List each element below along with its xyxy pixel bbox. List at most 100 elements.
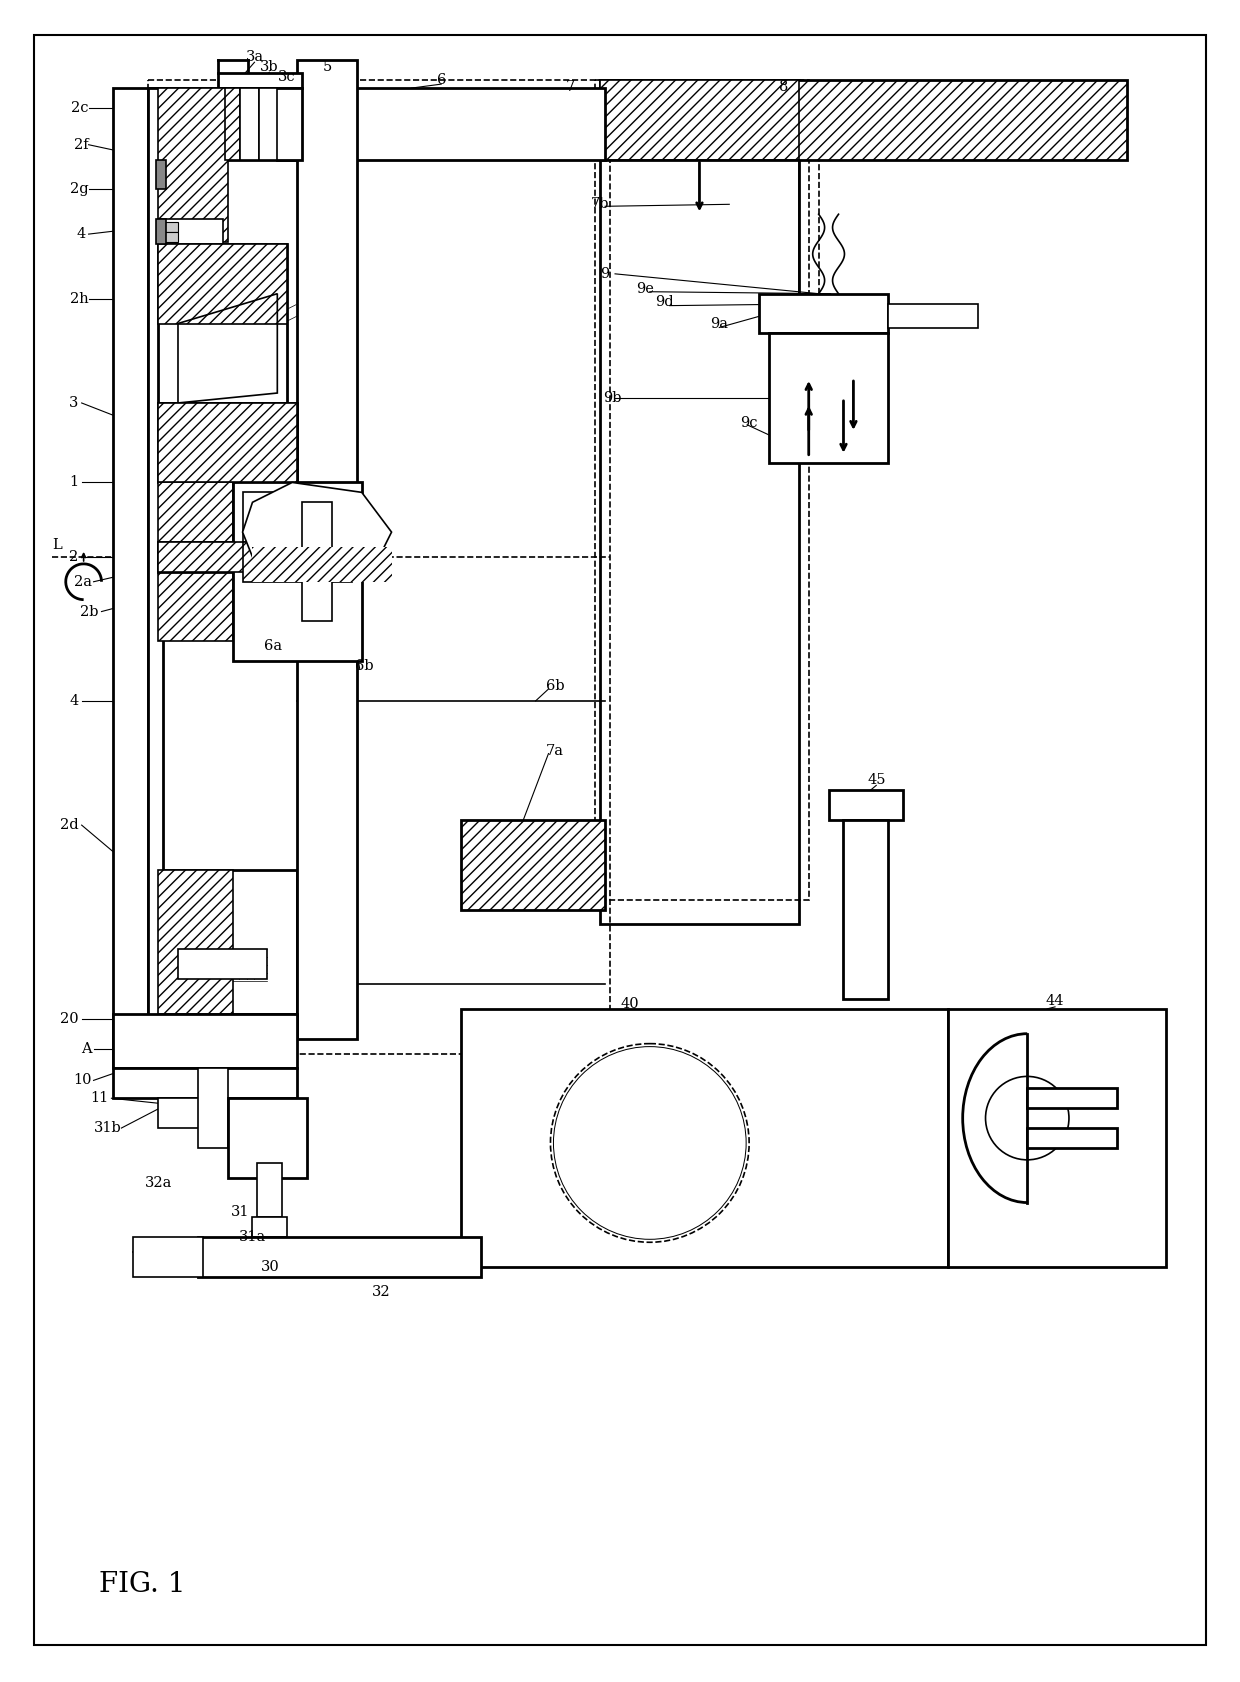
Text: 1: 1 (69, 476, 78, 489)
Text: 3b: 3b (260, 61, 279, 74)
Text: 6b: 6b (546, 680, 564, 693)
Text: 3: 3 (69, 395, 78, 410)
Bar (233, 483, 362, 661)
Bar (828, 791, 903, 821)
Text: A: A (81, 1041, 92, 1056)
Text: 2: 2 (69, 550, 78, 563)
Bar (253, 547, 392, 582)
Text: 7: 7 (565, 81, 575, 94)
Text: 2f: 2f (74, 138, 88, 151)
Bar (1027, 1129, 1117, 1147)
Bar (278, 87, 605, 160)
Bar (259, 87, 278, 160)
Bar (179, 949, 268, 979)
Bar (303, 503, 332, 621)
Text: 20: 20 (60, 1013, 78, 1026)
Text: 9d: 9d (656, 294, 675, 309)
Bar (218, 74, 303, 87)
Text: 3a: 3a (246, 50, 264, 64)
Bar (243, 542, 352, 582)
Text: 2c: 2c (71, 101, 88, 114)
Text: 2h: 2h (69, 291, 88, 306)
Bar (888, 304, 977, 328)
Text: FIG. 1: FIG. 1 (98, 1571, 185, 1598)
Bar (149, 81, 610, 1053)
Bar (843, 821, 888, 999)
Bar (198, 1068, 228, 1147)
Bar (600, 81, 799, 925)
Bar (224, 87, 239, 160)
Bar (159, 542, 298, 572)
Text: 31a: 31a (239, 1230, 267, 1245)
Bar (258, 1162, 283, 1218)
Bar (595, 81, 808, 900)
Text: 31: 31 (232, 1206, 249, 1219)
Bar (159, 219, 223, 244)
Bar (159, 870, 233, 1014)
Text: 8: 8 (779, 81, 789, 94)
Bar (228, 1098, 308, 1177)
Text: 2d: 2d (60, 817, 78, 833)
Bar (164, 232, 179, 242)
Text: 31b: 31b (94, 1122, 122, 1135)
Bar (461, 821, 605, 910)
Bar (113, 87, 149, 1066)
Bar (133, 1238, 203, 1277)
Text: 40: 40 (621, 997, 640, 1011)
Bar (218, 87, 303, 160)
Bar (947, 1009, 1167, 1267)
Text: 6a: 6a (264, 639, 283, 653)
Text: 32a: 32a (144, 1176, 172, 1189)
Bar (159, 1098, 208, 1129)
Text: 2b: 2b (81, 604, 98, 619)
Text: 2a: 2a (73, 575, 92, 589)
Text: 7b: 7b (591, 197, 609, 212)
Text: 4: 4 (69, 695, 78, 708)
Bar (159, 542, 298, 572)
Bar (759, 294, 888, 333)
Bar (159, 87, 228, 242)
Text: 6: 6 (436, 72, 446, 87)
Bar (298, 61, 357, 1039)
Text: 2g: 2g (69, 182, 88, 197)
Bar (159, 244, 288, 323)
Bar (461, 1009, 947, 1267)
Bar (156, 219, 166, 244)
Text: 9a: 9a (711, 316, 728, 330)
Bar (113, 1014, 298, 1068)
Bar (159, 244, 288, 404)
Bar (253, 1218, 288, 1238)
Bar (1027, 1088, 1117, 1108)
Bar (159, 870, 298, 1014)
Text: 6b: 6b (355, 659, 373, 673)
Bar (149, 87, 164, 1066)
Text: 11: 11 (91, 1092, 108, 1105)
Text: 32: 32 (372, 1285, 391, 1299)
Text: 4: 4 (77, 227, 86, 241)
Text: 3c: 3c (278, 71, 295, 84)
Bar (239, 87, 259, 160)
Text: 5: 5 (322, 61, 331, 74)
Text: 9e: 9e (636, 283, 653, 296)
Text: 7a: 7a (546, 743, 563, 757)
Bar (159, 483, 233, 641)
Bar (159, 404, 298, 483)
Bar (164, 222, 179, 232)
Bar (769, 333, 888, 463)
Text: 30: 30 (260, 1260, 280, 1275)
Text: 45: 45 (867, 774, 885, 787)
Text: 9c: 9c (740, 415, 758, 431)
Bar (113, 1068, 298, 1098)
Polygon shape (243, 483, 392, 582)
Bar (243, 493, 352, 542)
Text: 44: 44 (1045, 994, 1064, 1008)
Text: L: L (52, 538, 62, 552)
Bar (600, 81, 1127, 160)
Bar (159, 404, 298, 483)
Text: 9: 9 (600, 267, 610, 281)
Text: 9b: 9b (603, 390, 621, 405)
Bar (156, 160, 166, 190)
Bar (198, 1238, 481, 1277)
Text: 10: 10 (73, 1073, 92, 1087)
Bar (600, 81, 799, 160)
